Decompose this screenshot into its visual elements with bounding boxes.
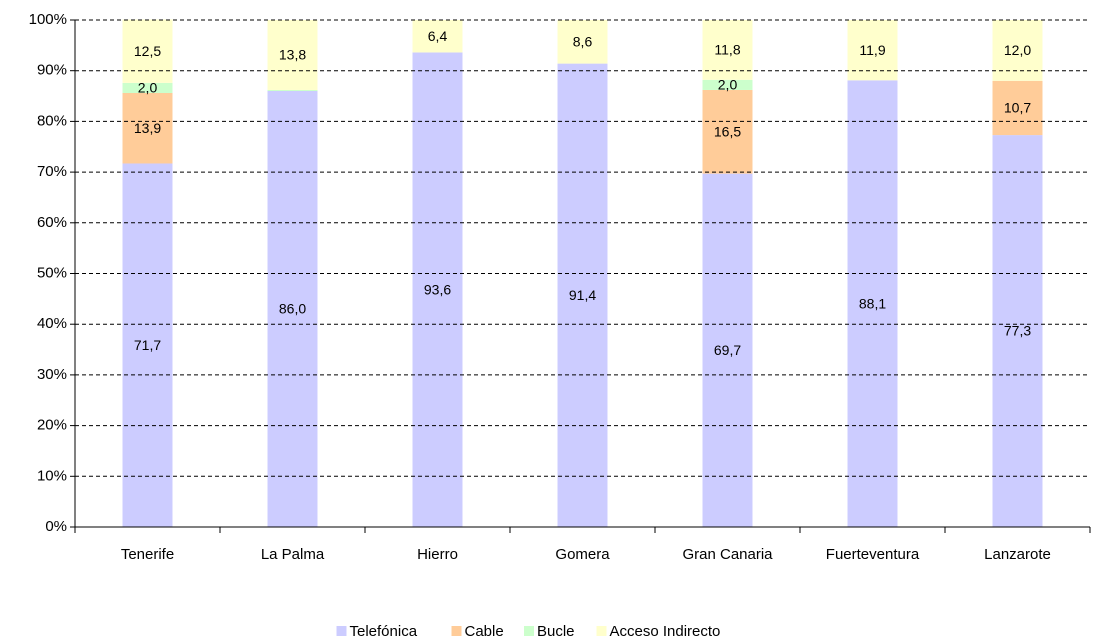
legend-swatch xyxy=(596,626,607,636)
data-label: 11,9 xyxy=(859,42,885,58)
data-label: 86,0 xyxy=(279,301,306,317)
data-label: 16,5 xyxy=(714,123,741,139)
data-label: 91,4 xyxy=(569,287,596,303)
data-label: 13,9 xyxy=(134,120,161,136)
y-tick-label: 100% xyxy=(29,11,67,28)
data-label: 12,5 xyxy=(134,43,161,59)
data-label: 77,3 xyxy=(1004,323,1031,339)
y-tick-label: 60% xyxy=(37,214,67,231)
y-tick-label: 70% xyxy=(37,163,67,180)
legend-label: Acceso Indirecto xyxy=(610,623,721,640)
bar-segment xyxy=(267,90,318,527)
legend-swatch xyxy=(524,626,534,636)
data-label: 10,7 xyxy=(1004,100,1031,116)
bar-segment xyxy=(412,52,463,528)
bar-segment xyxy=(122,163,173,527)
x-tick-label: Tenerife xyxy=(121,546,174,563)
bar-segment xyxy=(122,19,173,83)
x-tick-label: Gran Canaria xyxy=(682,546,773,563)
y-tick-label: 80% xyxy=(37,112,67,129)
data-label: 2,0 xyxy=(718,77,738,93)
x-tick-label: Gomera xyxy=(555,546,610,563)
bar-segment xyxy=(702,89,753,174)
data-label: 8,6 xyxy=(573,34,593,50)
y-tick-label: 50% xyxy=(37,264,67,281)
x-tick-label: La Palma xyxy=(261,546,325,563)
y-tick-label: 20% xyxy=(37,417,67,434)
bar-segment xyxy=(557,20,608,64)
data-label: 2,0 xyxy=(138,80,158,96)
bar-segment xyxy=(412,20,463,53)
legend-label: Bucle xyxy=(537,623,575,640)
x-tick-label: Hierro xyxy=(417,546,458,563)
bar-segment xyxy=(702,20,753,80)
bar-segment xyxy=(122,93,173,164)
bar-segment xyxy=(267,20,318,90)
data-label: 12,0 xyxy=(1004,42,1031,58)
y-tick-label: 10% xyxy=(37,467,67,484)
legend: Telefónica Cable Bucle Acceso Indirecto xyxy=(336,623,721,640)
y-tick-label: 0% xyxy=(45,518,67,535)
y-tick-label: 40% xyxy=(37,315,67,332)
data-label: 71,7 xyxy=(134,337,161,353)
bar-segment xyxy=(122,82,173,94)
legend-label: Cable xyxy=(465,623,504,640)
data-label: 11,8 xyxy=(714,42,740,58)
bar-segment xyxy=(847,80,898,527)
legend-swatch xyxy=(336,626,347,636)
legend-swatch xyxy=(451,626,462,636)
x-tick-label: Lanzarote xyxy=(984,546,1051,563)
y-tick-label: 30% xyxy=(37,366,67,383)
data-label: 13,8 xyxy=(279,47,306,63)
data-label: 69,7 xyxy=(714,342,741,358)
legend-label: Telefónica xyxy=(350,623,418,640)
bar-segment xyxy=(267,89,318,91)
data-label: 88,1 xyxy=(859,295,886,311)
bar-segment xyxy=(702,79,753,90)
bar-segment xyxy=(557,63,608,528)
bar-segment xyxy=(992,135,1043,528)
y-tick-label: 90% xyxy=(37,62,67,79)
bar-segment xyxy=(702,173,753,527)
x-tick-label: Fuerteventura xyxy=(826,546,920,563)
data-label: 6,4 xyxy=(428,28,448,44)
data-label: 93,6 xyxy=(424,281,451,297)
bar-segment xyxy=(992,80,1043,136)
